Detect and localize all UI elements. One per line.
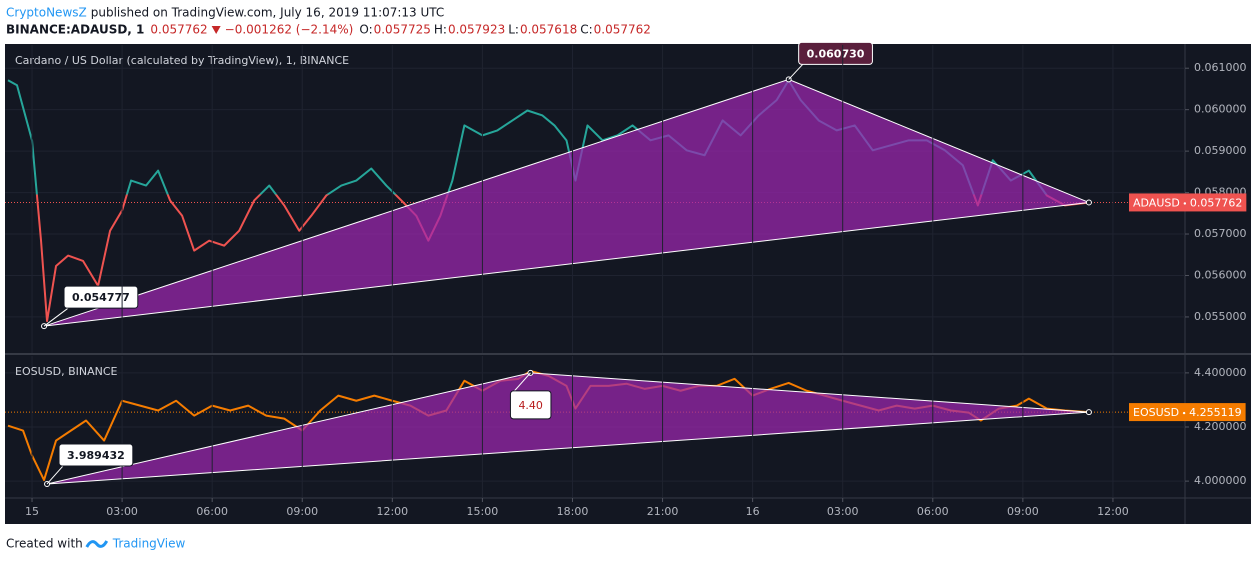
callout-label: 0.054777 xyxy=(72,291,130,304)
pane xyxy=(5,369,1185,485)
footer-text: Created with xyxy=(6,537,83,551)
callout-box xyxy=(509,390,552,420)
last-price-name: ADAUSD xyxy=(1133,196,1180,209)
separator-dot xyxy=(1183,202,1187,205)
x-tick-label: 09:00 xyxy=(286,505,318,518)
triangle-vertex xyxy=(1085,199,1092,206)
callout-box xyxy=(63,285,139,309)
pane-title: Cardano / US Dollar (calculated by Tradi… xyxy=(15,54,349,67)
x-tick-label: 03:00 xyxy=(827,505,859,518)
callout-box xyxy=(58,443,134,467)
y-tick-label: 4.200000 xyxy=(1194,420,1247,433)
footer-brand[interactable]: TradingView xyxy=(112,537,186,551)
x-tick-label: 06:00 xyxy=(917,505,949,518)
symbol: BINANCE:ADAUSD, 1 xyxy=(6,23,144,37)
callout-connector xyxy=(514,372,531,392)
ohlc-value: 0.057923 xyxy=(448,23,505,37)
ohlc-value: 0.057725 xyxy=(374,23,431,37)
x-tick-label: 09:00 xyxy=(1007,505,1039,518)
y-tick-label: 0.061000 xyxy=(1194,61,1247,74)
y-tick-label: 0.060000 xyxy=(1194,103,1247,116)
ohlc-label: C: xyxy=(580,23,592,37)
callout-label: 0.060730 xyxy=(807,47,865,60)
x-tick-label: 03:00 xyxy=(106,505,138,518)
change: −0.001262 (−2.14%) xyxy=(225,23,354,37)
x-tick-label: 12:00 xyxy=(376,505,408,518)
y-tick-label: 4.400000 xyxy=(1194,366,1247,379)
last-price-value: 0.057762 xyxy=(1190,196,1243,209)
author[interactable]: CryptoNewsZ xyxy=(6,6,87,20)
x-tick-label: 12:00 xyxy=(1097,505,1129,518)
ohlc-label: H: xyxy=(434,23,447,37)
callout-connector xyxy=(788,64,804,80)
callout-label: 3.989432 xyxy=(67,449,125,462)
last-price-badge xyxy=(1129,403,1246,422)
callout-connector xyxy=(43,307,69,327)
y-tick-label: 0.056000 xyxy=(1194,268,1247,281)
pane xyxy=(5,67,1185,327)
x-tick-label: 21:00 xyxy=(647,505,679,518)
triangle-drawing xyxy=(46,372,1089,485)
y-tick-label: 4.000000 xyxy=(1194,474,1247,487)
y-tick-label: 0.059000 xyxy=(1194,144,1247,157)
callout-label: 4.40 xyxy=(518,399,543,412)
last-price-value: 4.255119 xyxy=(1189,406,1242,419)
ohlc-label: L: xyxy=(508,23,519,37)
down-arrow xyxy=(211,26,221,34)
triangle-vertex xyxy=(1085,409,1092,416)
pane-title: EOSUSD, BINANCE xyxy=(15,365,118,378)
x-tick-label: 18:00 xyxy=(557,505,589,518)
x-tick-label: 06:00 xyxy=(196,505,228,518)
last-price-badge xyxy=(1129,193,1247,212)
x-tick-label: 16 xyxy=(746,505,760,518)
triangle-drawing xyxy=(43,78,1091,327)
separator-dot xyxy=(1182,411,1186,415)
ohlc-value: 0.057762 xyxy=(594,23,651,37)
x-tick-label: 15:00 xyxy=(467,505,499,518)
y-tick-label: 0.055000 xyxy=(1194,310,1247,323)
callout-box xyxy=(798,41,873,65)
last-price-name: EOSUSD xyxy=(1133,406,1179,419)
callout-connector xyxy=(46,465,64,485)
x-tick-label: 15 xyxy=(25,505,39,518)
ohlc-label: O: xyxy=(359,23,372,37)
ohlc-value: 0.057618 xyxy=(520,23,577,37)
y-tick-label: 0.057000 xyxy=(1194,227,1247,240)
price: 0.057762 xyxy=(150,23,207,37)
published-info: published on TradingView.com, July 16, 2… xyxy=(91,6,445,20)
tradingview-logo xyxy=(85,540,109,548)
